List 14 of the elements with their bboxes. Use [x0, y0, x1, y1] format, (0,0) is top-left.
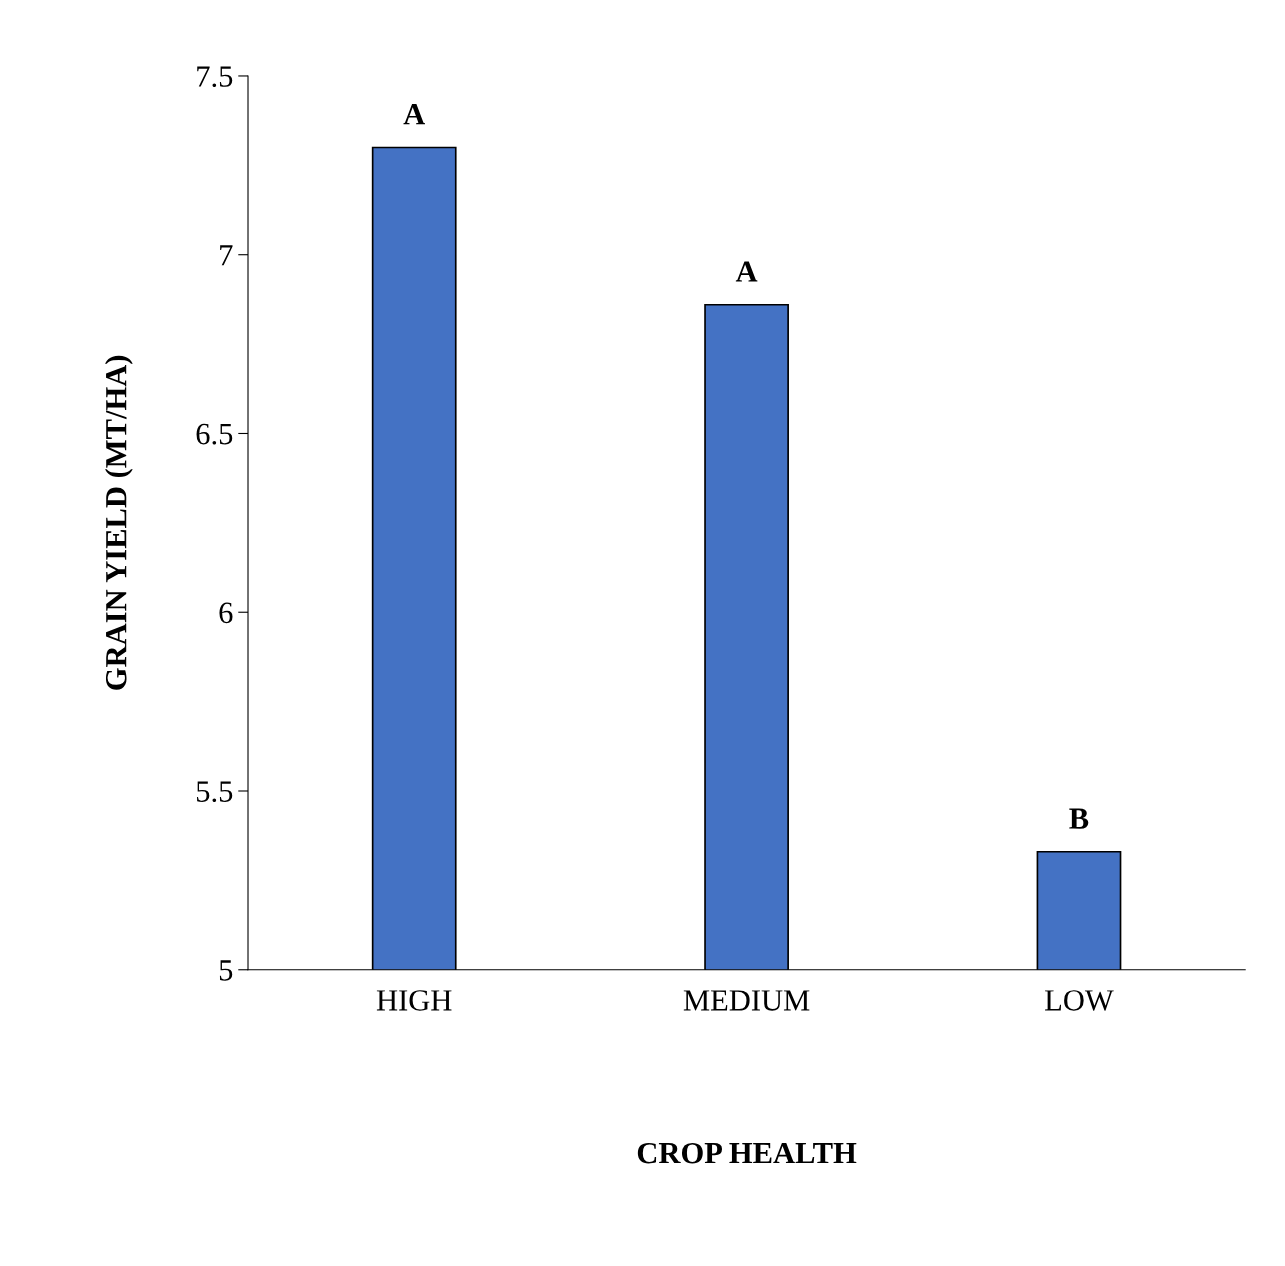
- y-tick-label: 7.5: [197, 66, 233, 87]
- y-tick-label: 6: [219, 602, 233, 624]
- x-tick-label: HIGH: [376, 990, 452, 1011]
- x-tick-label: LOW: [1045, 990, 1114, 1011]
- annotation: A: [735, 261, 758, 282]
- annotation: A: [403, 104, 426, 125]
- x-tick-label: MEDIUM: [683, 990, 810, 1011]
- annotation: B: [1069, 808, 1089, 829]
- x-axis-title: CROP HEALTH: [637, 1142, 857, 1164]
- y-tick-label: 5.5: [197, 781, 233, 803]
- y-tick-label: 7: [220, 245, 233, 266]
- y-tick-label: 5: [219, 960, 233, 981]
- y-axis-title: GRAIN YIELD (MT/HA): [105, 355, 133, 690]
- y-tick-label: 6.5: [196, 423, 233, 445]
